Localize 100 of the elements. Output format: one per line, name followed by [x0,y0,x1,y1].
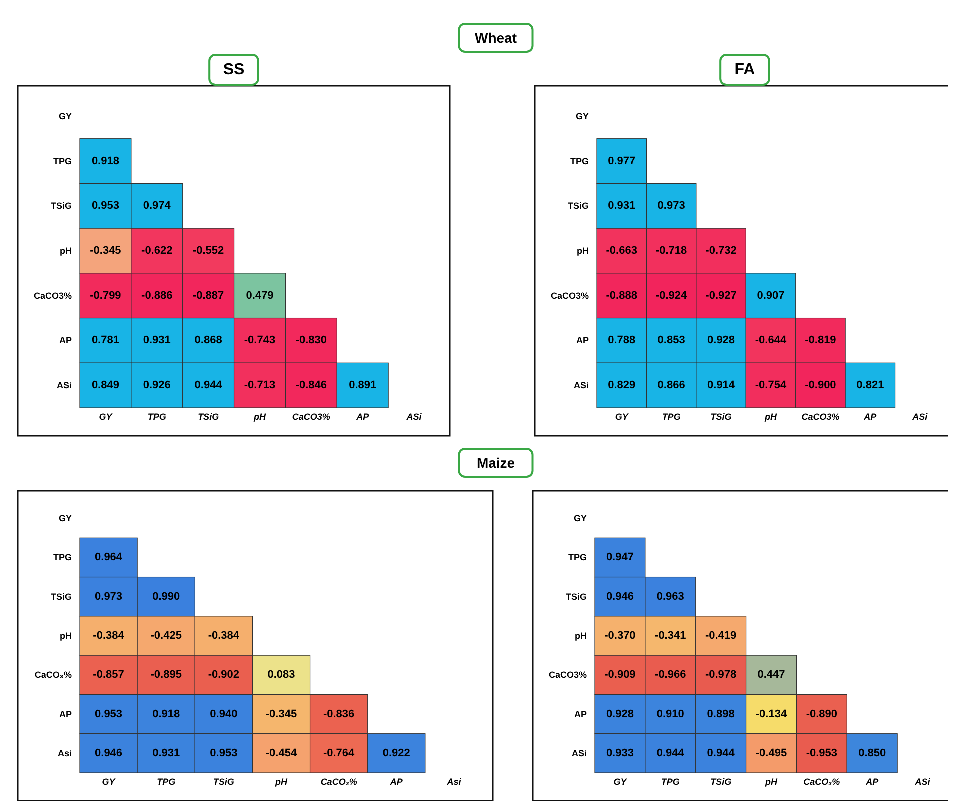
y-tick-label: AP [59,336,72,346]
x-tick-label: TPG [661,777,680,787]
data-label: 0.926 [143,380,171,392]
data-label: -0.663 [606,245,638,257]
y-tick-label: AP [59,709,72,720]
data-label: -0.754 [755,380,788,392]
data-label: 0.850 [858,747,886,760]
data-label: -0.384 [93,630,126,642]
data-label: -0.419 [705,630,737,642]
data-label: 0.944 [194,380,224,392]
text: Wheat [475,30,518,46]
x-tick-label: Asi [446,777,462,787]
y-tick-label: TSiG [50,201,72,212]
y-tick-label: AP [574,709,587,720]
data-label: 0.849 [92,380,120,392]
x-tick-label: pH [274,777,288,787]
x-tick-label: AP [863,412,878,422]
data-label: 0.953 [210,747,238,760]
x-tick-label: ASi [914,777,931,787]
data-label: -0.966 [655,669,686,682]
data-label: -0.552 [192,245,224,257]
data-label: -0.978 [705,669,737,682]
data-label: 0.928 [708,334,736,347]
y-tick-label: CaCO3% [34,290,72,301]
x-tick-label: GY [99,412,114,422]
data-label: 0.821 [856,380,884,392]
x-tick-label: CaCO3% [802,412,840,422]
y-tick-label: ASi [572,748,587,758]
data-label: -0.454 [266,747,298,760]
data-label: 0.898 [707,708,735,720]
data-label: 0.922 [382,747,410,760]
data-label: -0.902 [208,669,240,682]
data-label: -0.644 [755,334,788,347]
data-label: 0.829 [608,380,636,392]
data-label: 0.974 [143,200,172,212]
data-label: -0.927 [706,290,737,302]
data-label: -0.900 [805,380,836,392]
data-label: 0.963 [656,590,684,603]
y-tick-label: pH [577,246,589,256]
data-label: -0.887 [192,290,224,302]
data-label: 0.944 [707,747,736,760]
data-label: 0.946 [606,590,634,603]
data-label: 0.953 [95,708,123,720]
y-tick-label: GY [58,111,72,122]
data-label: 0.931 [152,747,180,760]
data-label: -0.713 [244,380,276,392]
data-label: -0.799 [90,290,122,302]
data-label: -0.924 [656,290,688,302]
data-label: 0.977 [608,155,636,168]
x-tick-label: GY [614,777,628,787]
data-label: -0.345 [266,708,298,720]
y-tick-label: TPG [568,552,587,563]
data-label: -0.384 [208,630,240,642]
x-tick-label: TPG [148,412,166,422]
data-label: 0.083 [268,669,296,682]
x-tick-label: CaCO₃% [804,777,840,787]
data-label: 0.918 [152,708,180,720]
data-label: 0.964 [95,552,124,564]
x-tick-label: TSiG [213,777,234,787]
data-label: 0.940 [210,708,238,720]
data-label: 0.853 [658,334,686,347]
y-tick-label: CaCO3% [548,670,587,680]
data-label: 0.973 [95,590,123,603]
data-label: -0.425 [150,630,182,642]
x-tick-label: AP [389,777,404,787]
y-tick-label: TPG [570,156,589,166]
data-label: 0.928 [606,708,634,720]
x-tick-label: GY [102,777,116,787]
data-label: -0.857 [93,669,124,682]
data-label: 0.781 [92,334,120,347]
data-label: 0.868 [194,334,222,347]
data-label: -0.134 [756,708,788,720]
x-tick-label: ASi [912,412,928,422]
data-label: -0.764 [323,747,356,760]
y-tick-label: AP [576,336,589,346]
data-label: -0.370 [604,630,636,642]
data-label: -0.819 [805,334,836,347]
data-label: 0.788 [608,334,636,347]
x-tick-label: GY [615,412,630,422]
data-label: -0.495 [756,747,788,760]
data-label: -0.895 [150,669,182,682]
y-tick-label: pH [60,246,72,256]
data-label: -0.953 [806,747,838,760]
data-label: 0.910 [656,708,684,720]
x-tick-label: ASi [406,412,422,422]
x-tick-label: CaCO₃% [320,777,358,787]
y-tick-label: ASi [56,380,72,391]
data-label: 0.944 [656,747,686,760]
data-label: -0.888 [606,290,638,302]
x-tick-label: pH [764,777,778,787]
y-tick-label: GY [576,111,589,122]
x-tick-label: pH [764,412,778,422]
data-label: -0.890 [806,708,838,720]
data-label: 0.946 [95,747,123,760]
y-tick-label: TSiG [568,201,589,212]
text: Maize [476,455,516,471]
data-label: -0.830 [296,334,328,347]
y-tick-label: CaCO₃% [34,670,72,680]
chart-title: FA [734,62,756,78]
x-tick-label: TSiG [710,412,732,422]
